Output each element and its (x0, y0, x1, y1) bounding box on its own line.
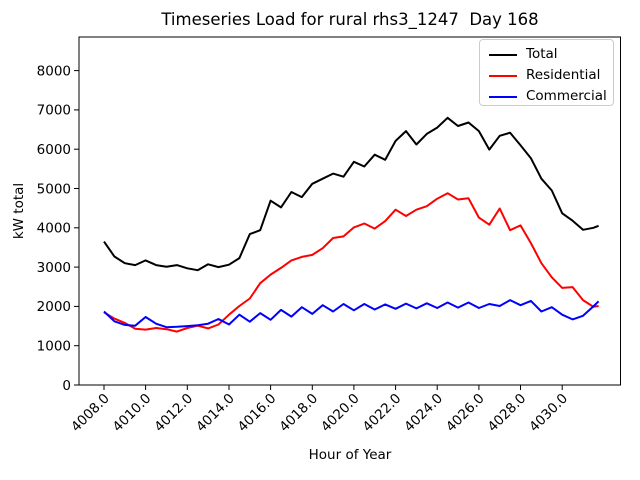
legend-item-residential: Residential (480, 66, 613, 85)
x-tick-label: 4020.0 (318, 391, 363, 436)
x-tick-label: 4024.0 (401, 391, 446, 436)
y-tick-label: 4000 (37, 221, 71, 237)
legend-item-total: Total (480, 45, 613, 64)
y-tick-label: 5000 (37, 181, 71, 197)
x-tick-label: 4022.0 (360, 391, 405, 436)
y-tick-label: 0 (62, 378, 71, 394)
y-tick-label: 3000 (37, 260, 71, 276)
x-tick-label: 4028.0 (485, 391, 530, 436)
chart-title: Timeseries Load for rural rhs3_1247 Day … (161, 10, 539, 29)
axes-frame (78, 36, 621, 386)
series-line-total (103, 116, 599, 272)
y-tick-label: 6000 (37, 142, 71, 158)
legend-item-commercial: Commercial (480, 87, 613, 106)
series-line-commercial (103, 299, 600, 329)
x-tick-label: 4008.0 (68, 391, 113, 436)
x-tick-label: 4010.0 (110, 391, 155, 436)
x-tick-label: 4014.0 (193, 391, 238, 436)
x-axis-label: Hour of Year (308, 447, 392, 463)
x-tick-label: 4030.0 (526, 391, 571, 436)
y-tick-label: 8000 (37, 63, 71, 79)
series-line-residential (103, 192, 599, 333)
legend-line-residential (489, 74, 517, 77)
legend-label-total: Total (526, 45, 558, 62)
y-tick-label: 1000 (37, 339, 71, 355)
y-axis-label: kW total (11, 182, 27, 240)
legend-line-total (489, 53, 517, 56)
x-tick-label: 4012.0 (151, 391, 196, 436)
legend-label-residential: Residential (526, 66, 601, 83)
x-tick-label: 4016.0 (235, 391, 280, 436)
y-tick-label: 2000 (37, 299, 71, 315)
legend-label-commercial: Commercial (526, 87, 607, 104)
y-tick-label: 7000 (37, 103, 71, 119)
legend: Total Residential Commercial (479, 39, 614, 106)
legend-line-commercial (489, 95, 517, 98)
x-tick-label: 4026.0 (443, 391, 488, 436)
x-tick-label: 4018.0 (276, 391, 321, 436)
